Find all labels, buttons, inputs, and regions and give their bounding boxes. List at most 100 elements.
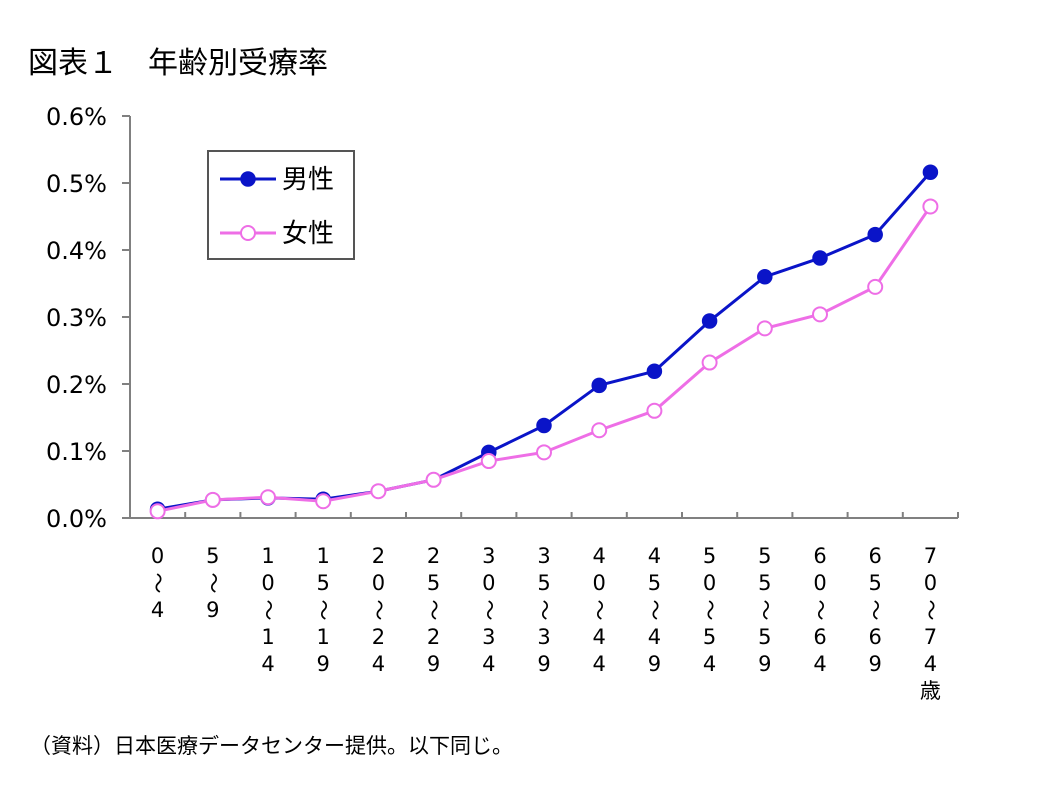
x-tick-char: ～ — [477, 600, 501, 621]
female-data-point — [480, 453, 497, 470]
x-tick-char: ～ — [918, 600, 942, 621]
x-tick-char: 9 — [206, 598, 219, 622]
female-data-point — [756, 320, 773, 337]
y-tick-label: 0.3% — [46, 304, 107, 332]
x-unit-label: 歳 — [920, 679, 941, 703]
x-tick-char: 2 — [427, 544, 440, 568]
x-tick-char: 6 — [813, 625, 826, 649]
x-tick-label: 5 ～ 9 — [201, 544, 225, 622]
male-data-point — [757, 269, 773, 285]
x-tick-char: 7 — [924, 625, 937, 649]
x-tick-char: ～ — [146, 573, 170, 594]
legend-box — [207, 150, 355, 260]
x-tick-char: 9 — [758, 652, 771, 676]
y-tick-label: 0.1% — [46, 438, 107, 466]
x-tick-char: 0 — [703, 571, 716, 595]
legend-label: 女性 — [282, 219, 334, 249]
female-data-point — [646, 402, 663, 419]
legend-marker — [240, 171, 256, 187]
x-tick-char: 4 — [924, 652, 937, 676]
x-tick-char: 4 — [372, 652, 385, 676]
female-data-point — [149, 503, 166, 520]
x-tick-char: 4 — [261, 652, 274, 676]
axes: 0.0%0.1%0.2%0.3%0.4%0.5%0.6%0～45～910～141… — [46, 103, 959, 703]
x-tick-char: 5 — [758, 544, 771, 568]
x-tick-char: 0 — [482, 571, 495, 595]
male-data-point — [536, 417, 552, 434]
x-tick-char: 7 — [924, 544, 937, 568]
x-tick-char: ～ — [366, 600, 390, 621]
female-data-point — [867, 278, 884, 295]
x-tick-char: 2 — [427, 625, 440, 649]
x-tick-char: 1 — [261, 544, 274, 568]
x-tick-char: ～ — [863, 600, 887, 621]
x-tick-char: 9 — [869, 652, 882, 676]
x-tick-char: 4 — [648, 625, 661, 649]
x-tick-char: 3 — [482, 544, 495, 568]
female-data-point — [315, 493, 332, 510]
female-data-point — [260, 489, 276, 506]
female-data-point — [922, 198, 939, 215]
x-tick-char: 5 — [317, 571, 330, 595]
x-tick-char: 2 — [372, 544, 385, 568]
x-tick-char: 9 — [537, 652, 550, 676]
x-tick-char: ～ — [753, 600, 777, 621]
male-data-point — [646, 363, 663, 380]
x-tick-char: 1 — [317, 544, 330, 568]
male-data-point — [922, 164, 939, 181]
x-tick-label: 3 5 ～ 3 9 — [532, 544, 556, 676]
x-tick-char: 0 — [151, 544, 164, 568]
x-tick-label: 2 5 ～ 2 9 — [422, 544, 446, 676]
y-tick-label: 0.2% — [46, 371, 107, 399]
x-tick-char: 4 — [593, 544, 606, 568]
female-data-point — [591, 422, 608, 439]
female-data-point — [204, 491, 221, 508]
x-tick-char: 5 — [703, 625, 716, 649]
x-tick-char: 0 — [813, 571, 826, 595]
legend-marker — [240, 225, 256, 241]
female-data-point — [370, 483, 387, 500]
x-tick-label: 6 0 ～ 6 4 — [808, 544, 832, 676]
x-tick-label: 5 5 ～ 5 9 — [753, 544, 777, 676]
x-tick-label: 5 0 ～ 5 4 — [698, 544, 722, 676]
x-tick-label: 4 0 ～ 4 4 — [587, 544, 611, 676]
x-tick-char: ～ — [256, 600, 280, 621]
x-tick-char: 9 — [648, 652, 661, 676]
x-tick-label: 0 ～ 4 — [146, 544, 170, 622]
x-tick-char: 1 — [317, 625, 330, 649]
x-tick-char: 4 — [593, 625, 606, 649]
male-data-point — [812, 250, 828, 266]
x-tick-label: 3 0 ～ 3 4 — [477, 544, 501, 676]
x-tick-char: ～ — [698, 600, 722, 621]
x-tick-char: ～ — [587, 600, 611, 621]
x-tick-char: 0 — [261, 571, 274, 595]
x-tick-char: ～ — [532, 600, 556, 621]
x-tick-char: 4 — [813, 652, 826, 676]
x-tick-char: 6 — [869, 544, 882, 568]
x-tick-char: ～ — [808, 600, 832, 621]
x-tick-label: 6 5 ～ 6 9 — [863, 544, 887, 676]
chart-title: 図表１ 年齢別受療率 — [28, 46, 328, 81]
series-lines — [149, 164, 939, 520]
source-note: （資料）日本医療データセンター提供。以下同じ。 — [30, 734, 513, 758]
female-data-point — [701, 354, 718, 371]
x-tick-char: 3 — [537, 625, 550, 649]
x-tick-char: ～ — [311, 600, 335, 621]
x-tick-char: 2 — [372, 625, 385, 649]
x-tick-char: 4 — [593, 652, 606, 676]
x-tick-char: ～ — [642, 600, 666, 621]
x-tick-char: 6 — [869, 625, 882, 649]
x-tick-char: 5 — [427, 571, 440, 595]
x-tick-char: 5 — [703, 544, 716, 568]
male-data-point — [701, 313, 718, 329]
x-tick-char: 5 — [537, 571, 550, 595]
male-data-point — [591, 377, 607, 394]
x-tick-char: 3 — [537, 544, 550, 568]
x-tick-char: 5 — [758, 571, 771, 595]
x-tick-char: 9 — [317, 652, 330, 676]
x-tick-char: 4 — [703, 652, 716, 676]
x-tick-label: 2 0 ～ 2 4 — [366, 544, 390, 676]
x-tick-char: 3 — [482, 625, 495, 649]
